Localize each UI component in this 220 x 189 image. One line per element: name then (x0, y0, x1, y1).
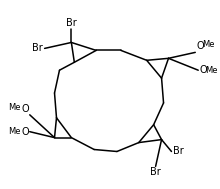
Text: Me: Me (202, 40, 215, 49)
Text: Me: Me (8, 103, 21, 112)
Text: O: O (21, 104, 29, 114)
Text: O: O (199, 65, 207, 75)
Text: Br: Br (173, 146, 184, 156)
Text: O: O (196, 41, 204, 51)
Text: Me: Me (8, 127, 21, 136)
Text: Br: Br (32, 43, 43, 53)
Text: Br: Br (66, 18, 77, 28)
Text: Me: Me (205, 66, 218, 75)
Text: O: O (21, 127, 29, 137)
Text: Br: Br (150, 167, 161, 177)
